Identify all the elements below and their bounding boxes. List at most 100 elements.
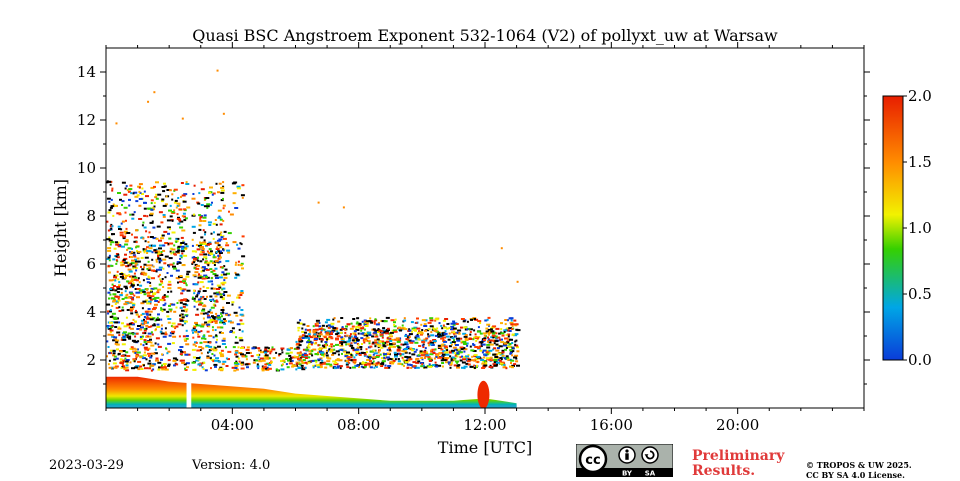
signal-pixel — [168, 189, 172, 192]
signal-pixel — [328, 336, 333, 338]
signal-pixel — [125, 364, 129, 367]
signal-pixel — [154, 196, 158, 199]
signal-pixel — [237, 247, 241, 250]
signal-pixel — [109, 183, 112, 186]
signal-pixel — [199, 217, 202, 220]
signal-pixel — [234, 350, 239, 353]
signal-pixel — [372, 353, 375, 356]
signal-pixel — [178, 335, 181, 338]
signal-pixel — [306, 325, 310, 327]
signal-pixel — [217, 250, 221, 253]
signal-pixel — [124, 276, 127, 279]
signal-pixel — [115, 259, 118, 262]
signal-pixel — [170, 325, 173, 328]
signal-pixel — [152, 237, 157, 240]
signal-pixel — [134, 320, 137, 323]
signal-pixel — [197, 333, 200, 336]
signal-pixel — [157, 255, 159, 258]
signal-pixel — [445, 357, 450, 359]
signal-pixel — [393, 329, 397, 332]
signal-pixel — [109, 289, 114, 292]
signal-pixel — [384, 354, 387, 357]
signal-pixel — [449, 355, 452, 358]
signal-pixel — [297, 326, 301, 329]
signal-pixel — [339, 348, 344, 351]
signal-pixel — [200, 270, 203, 273]
signal-pixel — [205, 275, 208, 278]
signal-pixel — [141, 290, 146, 293]
signal-pixel — [430, 357, 433, 360]
cc-license-badge[interactable]: cc BY SA — [575, 443, 674, 478]
signal-pixel — [408, 339, 412, 342]
signal-pixel — [377, 351, 380, 354]
signal-pixel — [129, 252, 133, 255]
signal-pixel — [222, 287, 226, 290]
signal-pixel — [147, 310, 151, 313]
signal-pixel — [218, 291, 221, 294]
signal-pixel — [344, 329, 347, 331]
signal-pixel — [160, 327, 163, 330]
signal-pixel — [281, 351, 284, 354]
signal-pixel — [218, 238, 223, 241]
signal-pixel — [457, 332, 461, 335]
signal-pixel — [107, 346, 110, 348]
signal-pixel — [474, 318, 479, 321]
signal-pixel — [109, 309, 112, 312]
signal-pixel — [118, 334, 121, 337]
signal-pixel — [386, 340, 390, 343]
signal-pixel — [351, 354, 354, 357]
signal-pixel — [410, 366, 413, 369]
signal-pixel — [440, 348, 444, 351]
signal-pixel — [124, 360, 129, 363]
signal-pixel — [234, 271, 237, 274]
signal-pixel — [204, 369, 208, 372]
signal-pixel — [185, 362, 190, 365]
signal-pixel — [126, 293, 129, 296]
signal-pixel — [194, 341, 197, 344]
signal-pixel — [454, 344, 459, 346]
signal-pixel — [149, 214, 154, 217]
signal-pixel — [367, 340, 371, 343]
signal-pixel — [111, 225, 114, 228]
signal-pixel — [196, 264, 200, 267]
signal-pixel — [223, 294, 226, 297]
signal-pixel — [449, 341, 452, 344]
signal-pixel — [511, 366, 514, 369]
signal-pixel — [130, 306, 133, 309]
signal-pixel — [212, 317, 216, 320]
signal-pixel — [215, 242, 220, 245]
signal-pixel — [109, 206, 113, 209]
signal-pixel — [473, 355, 478, 358]
signal-pixel — [395, 337, 400, 340]
signal-pixel — [394, 318, 397, 321]
signal-pixel — [308, 343, 312, 346]
signal-pixel — [170, 290, 173, 293]
signal-pixel — [345, 325, 348, 328]
signal-pixel — [208, 241, 212, 244]
signal-pixel — [204, 277, 208, 280]
signal-pixel — [325, 339, 328, 342]
signal-pixel — [204, 312, 208, 315]
signal-pixel — [115, 122, 118, 125]
signal-pixel — [408, 334, 411, 337]
signal-pixel — [438, 322, 441, 325]
signal-pixel — [390, 319, 395, 322]
signal-pixel — [304, 348, 309, 351]
signal-pixel — [179, 301, 183, 304]
signal-pixel — [111, 233, 115, 236]
signal-pixel — [145, 324, 149, 327]
signal-pixel — [116, 256, 120, 259]
signal-pixel — [481, 351, 484, 354]
signal-pixel — [164, 368, 169, 371]
signal-pixel — [411, 327, 416, 330]
signal-pixel — [304, 335, 309, 338]
signal-pixel — [185, 247, 188, 250]
signal-pixel — [123, 331, 127, 334]
signal-pixel — [488, 339, 493, 342]
signal-pixel — [155, 260, 158, 263]
signal-pixel — [135, 348, 138, 351]
signal-pixel — [359, 346, 363, 348]
signal-pixel — [375, 343, 380, 346]
signal-pixel — [319, 366, 323, 368]
copyright-notice: © TROPOS & UW 2025. CC BY SA 4.0 License… — [806, 460, 912, 480]
